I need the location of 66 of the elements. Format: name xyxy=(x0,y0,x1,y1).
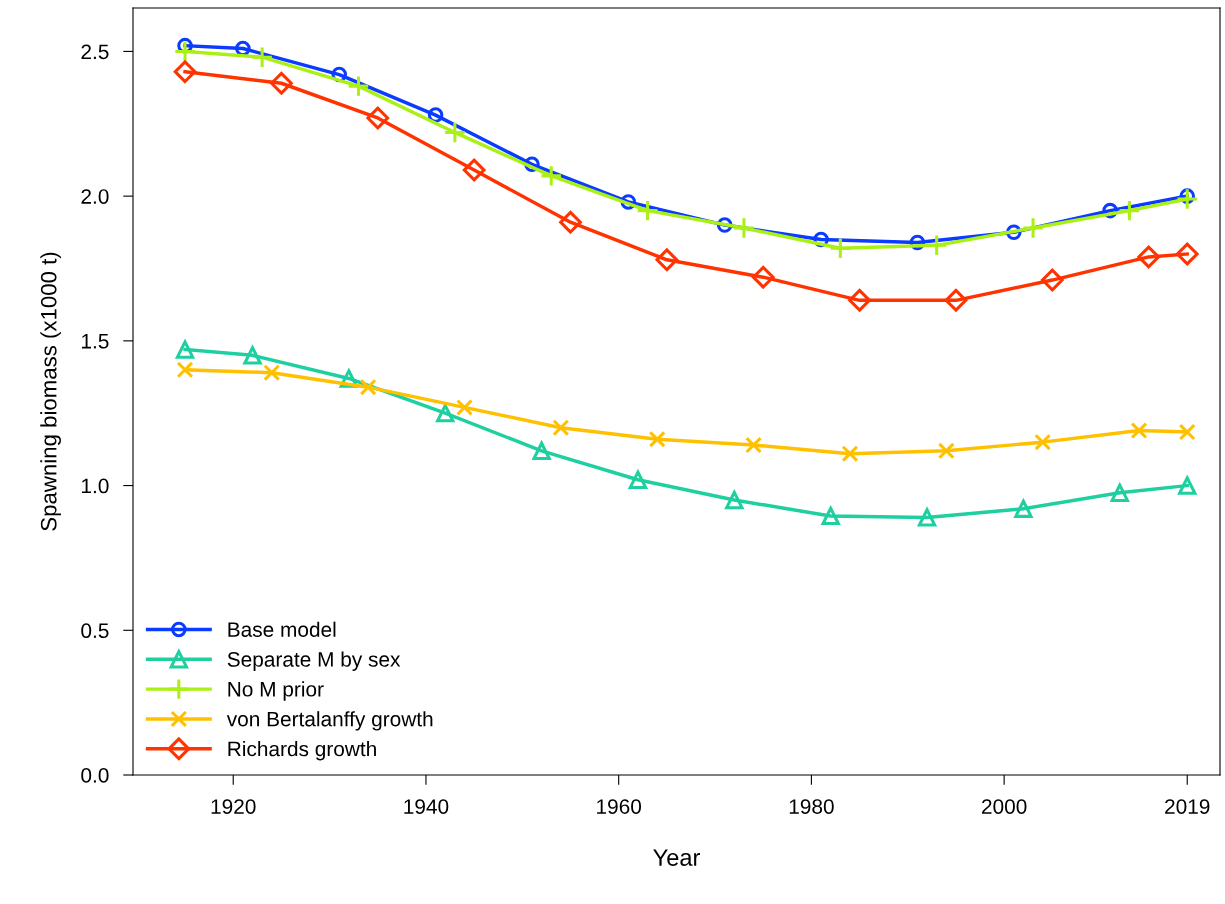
point xyxy=(636,199,659,222)
y-tick-label: 1.5 xyxy=(82,334,109,349)
legend-label: von Bertalanffy growth xyxy=(226,711,433,731)
point xyxy=(751,265,775,289)
point xyxy=(1137,245,1161,269)
point xyxy=(841,445,859,463)
point xyxy=(347,74,370,98)
point xyxy=(552,419,570,437)
point xyxy=(1118,199,1141,222)
x-tick-label: 1920 xyxy=(211,799,256,814)
y-tick-label: 0.0 xyxy=(81,768,109,783)
point xyxy=(1021,216,1045,240)
point xyxy=(1175,242,1199,266)
x-tick-label: 2019 xyxy=(1165,799,1210,814)
y-tick-label: 2.5 xyxy=(81,44,109,60)
point xyxy=(821,506,840,526)
x-tick-label: 1960 xyxy=(597,799,642,814)
x-tick-label: 1980 xyxy=(789,799,834,814)
point xyxy=(925,234,948,257)
point xyxy=(559,210,582,234)
point xyxy=(944,288,968,312)
point xyxy=(829,236,852,260)
point xyxy=(745,436,763,454)
point xyxy=(1034,433,1052,451)
point xyxy=(655,248,679,272)
y-axis-title: Spawning biomass (x1000 t) xyxy=(40,252,61,531)
x-axis-title: Year xyxy=(653,849,700,866)
point xyxy=(176,361,194,379)
point xyxy=(917,508,937,527)
point xyxy=(359,378,377,396)
point xyxy=(366,106,390,130)
point xyxy=(1178,423,1196,441)
y-tick-label: 1.0 xyxy=(82,478,109,494)
point xyxy=(1175,187,1199,211)
point xyxy=(175,340,195,359)
point xyxy=(937,442,955,460)
point xyxy=(263,364,281,382)
point xyxy=(270,71,293,95)
y-tick-label: 2.0 xyxy=(81,189,109,204)
legend-label: Richards growth xyxy=(228,741,376,761)
legend-label: Base model xyxy=(228,621,336,637)
point xyxy=(539,164,563,188)
point xyxy=(1109,481,1130,502)
point xyxy=(1040,268,1064,292)
point xyxy=(531,439,552,460)
x-tick-label: 1940 xyxy=(404,799,449,814)
point xyxy=(1013,497,1034,518)
point xyxy=(173,40,197,63)
point xyxy=(462,158,486,182)
point xyxy=(173,60,197,84)
legend-label: Separate M by sex xyxy=(227,651,401,671)
point xyxy=(732,216,756,240)
x-tick-label: 2000 xyxy=(982,799,1027,814)
point xyxy=(1130,422,1148,440)
point xyxy=(436,404,455,423)
point xyxy=(725,490,744,510)
point xyxy=(1178,476,1197,495)
point xyxy=(456,398,473,416)
point xyxy=(250,45,274,69)
point xyxy=(848,288,871,312)
y-tick-label: 0.5 xyxy=(81,623,109,639)
point xyxy=(627,468,648,489)
legend-label: No M prior xyxy=(228,681,324,701)
point xyxy=(243,346,262,365)
point xyxy=(443,121,467,144)
point xyxy=(648,430,666,448)
